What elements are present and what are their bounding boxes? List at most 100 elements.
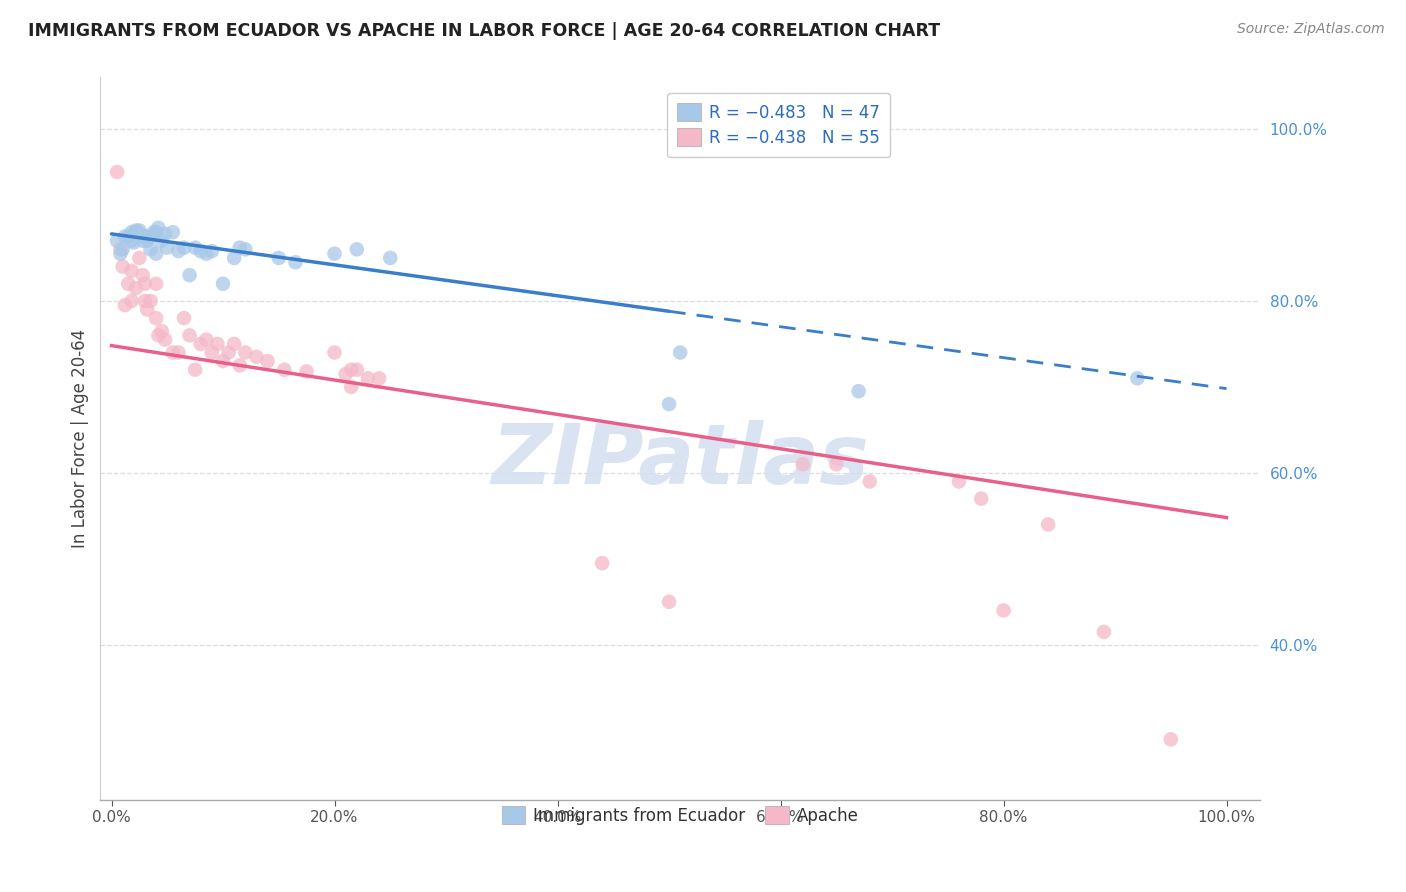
Point [121, 293, 143, 308]
Point [132, 228, 155, 243]
Point [346, 243, 368, 257]
Point [357, 371, 380, 385]
Point [245, 350, 267, 364]
Point [190, 244, 212, 258]
Point [1126, 371, 1149, 385]
Point [162, 225, 184, 239]
Point [848, 384, 870, 399]
Point [380, 251, 402, 265]
Point [125, 281, 148, 295]
Point [218, 345, 240, 359]
Point [153, 227, 176, 241]
Text: Source: ZipAtlas.com: Source: ZipAtlas.com [1237, 22, 1385, 37]
Point [195, 333, 218, 347]
Point [142, 225, 165, 239]
Legend: Immigrants from Ecuador, Apache: Immigrants from Ecuador, Apache [492, 796, 869, 835]
Point [111, 260, 134, 274]
Point [195, 246, 218, 260]
Point [201, 244, 224, 258]
Point [335, 367, 357, 381]
Point [184, 362, 207, 376]
Point [368, 371, 391, 385]
Point [825, 457, 848, 471]
Point [128, 251, 150, 265]
Point [139, 229, 162, 244]
Point [224, 251, 246, 265]
Point [167, 345, 190, 359]
Point [134, 229, 156, 244]
Point [145, 225, 167, 239]
Point [111, 243, 134, 257]
Point [273, 362, 295, 376]
Point [128, 227, 150, 241]
Point [121, 264, 143, 278]
Point [132, 268, 155, 282]
Point [139, 243, 162, 257]
Point [173, 311, 195, 326]
Point [207, 337, 229, 351]
Point [346, 362, 368, 376]
Point [150, 324, 173, 338]
Point [340, 362, 363, 376]
Point [134, 277, 156, 291]
Point [139, 293, 162, 308]
Point [136, 302, 159, 317]
Point [148, 328, 170, 343]
Point [114, 298, 136, 312]
Point [125, 225, 148, 239]
Point [1160, 732, 1182, 747]
Point [1036, 517, 1059, 532]
Point [212, 277, 235, 291]
Point [167, 244, 190, 258]
Point [970, 491, 993, 506]
Point [229, 359, 252, 373]
Point [145, 246, 167, 260]
Point [114, 229, 136, 244]
Point [121, 234, 143, 248]
Point [229, 241, 252, 255]
Point [179, 268, 201, 282]
Point [150, 234, 173, 248]
Point [792, 457, 814, 471]
Point [190, 337, 212, 351]
Point [256, 354, 278, 368]
Point [179, 328, 201, 343]
Point [993, 603, 1015, 617]
Point [110, 246, 132, 260]
Point [948, 475, 970, 489]
Point [110, 243, 132, 257]
Point [173, 241, 195, 255]
Point [105, 234, 128, 248]
Point [117, 277, 139, 291]
Point [148, 220, 170, 235]
Point [117, 229, 139, 244]
Point [132, 234, 155, 248]
Point [1092, 624, 1115, 639]
Point [224, 337, 246, 351]
Point [323, 345, 346, 359]
Point [184, 241, 207, 255]
Point [162, 345, 184, 359]
Point [658, 397, 681, 411]
Point [267, 251, 290, 265]
Point [125, 223, 148, 237]
Point [145, 277, 167, 291]
Point [145, 311, 167, 326]
Point [212, 354, 235, 368]
Point [658, 595, 681, 609]
Point [340, 380, 363, 394]
Point [295, 364, 318, 378]
Text: IMMIGRANTS FROM ECUADOR VS APACHE IN LABOR FORCE | AGE 20-64 CORRELATION CHART: IMMIGRANTS FROM ECUADOR VS APACHE IN LAB… [28, 22, 941, 40]
Point [591, 556, 613, 570]
Point [121, 225, 143, 239]
Point [233, 345, 256, 359]
Point [284, 255, 307, 269]
Point [669, 345, 692, 359]
Y-axis label: In Labor Force | Age 20-64: In Labor Force | Age 20-64 [72, 329, 89, 548]
Point [122, 235, 145, 250]
Point [128, 223, 150, 237]
Point [134, 293, 156, 308]
Point [134, 229, 156, 244]
Point [323, 246, 346, 260]
Point [859, 475, 882, 489]
